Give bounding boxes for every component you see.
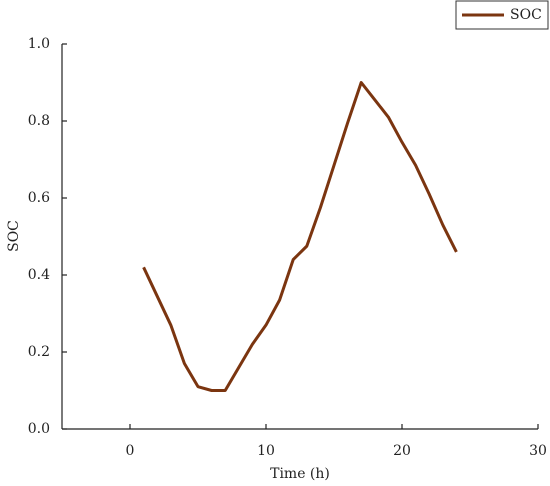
y-tick-label: 0.8: [28, 113, 50, 129]
y-axis-label: SOC: [6, 220, 22, 252]
x-tick-label: 20: [393, 443, 411, 459]
data-line: [142, 81, 458, 392]
y-tick-label: 0.6: [28, 190, 50, 206]
x-axis-label: Time (h): [270, 466, 330, 482]
legend-label: SOC: [510, 7, 542, 23]
x-tick-label: 10: [257, 443, 275, 459]
y-tick-label: 0.2: [28, 344, 50, 360]
x-tick-label: 0: [126, 443, 135, 459]
x-tick-label: 30: [529, 443, 547, 459]
y-tick-label: 0.0: [28, 421, 50, 437]
y-tick-label: 0.4: [28, 267, 50, 283]
y-tick-label: 1.0: [28, 36, 50, 52]
